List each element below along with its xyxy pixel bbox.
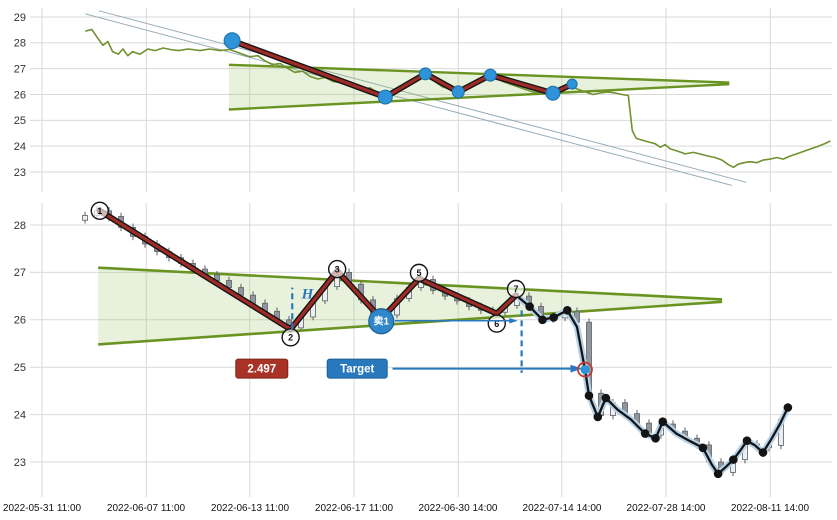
swing-dot — [783, 403, 793, 412]
annotations: H 2.497 Target — [235, 287, 593, 379]
x-axis-label: 2022-06-30 14:00 — [418, 503, 498, 514]
swing-dot — [593, 412, 603, 422]
pivot-dot — [545, 85, 561, 101]
pivot-dot — [566, 78, 578, 90]
svg-text:卖1: 卖1 — [373, 315, 389, 328]
swing-dot — [601, 393, 611, 403]
x-axis-label: 2022-07-28 14:00 — [626, 503, 706, 514]
x-axis-label: 2022-08-11 14:00 — [730, 503, 810, 514]
wave-marker-7: 7 — [506, 279, 526, 299]
x-axis-label: 2022-05-31 11:00 — [2, 503, 82, 514]
svg-text:2.497: 2.497 — [247, 364, 276, 376]
x-axis-label: 2022-06-17 11:00 — [314, 503, 394, 514]
y-tick-label: 27 — [14, 63, 26, 75]
pivot-dot — [483, 68, 497, 82]
swing-dot — [698, 443, 708, 453]
arrowhead-icon — [509, 317, 518, 324]
swing-dot — [584, 391, 594, 400]
x-axis-label: 2022-06-07 11:00 — [106, 503, 186, 514]
wave-marker-2: 2 — [281, 328, 300, 347]
y-tick-label: 26 — [14, 89, 26, 101]
y-tick-label: 28 — [14, 38, 26, 50]
height-value-box[interactable]: 2.497 — [235, 358, 289, 379]
swing-dot — [758, 448, 768, 457]
swing-dot — [651, 434, 660, 443]
y-tick-label: 27 — [14, 267, 26, 279]
target-hit-dot — [580, 365, 590, 375]
x-axis: 2022-05-31 11:00 2022-06-07 11:00 2022-0… — [0, 501, 837, 519]
y-tick-label: 25 — [14, 362, 26, 374]
swing-dot — [549, 313, 559, 322]
wedge-fill — [98, 267, 723, 345]
svg-text:7: 7 — [514, 284, 519, 294]
y-tick-label: 24 — [14, 409, 26, 421]
wave-marker-1: 1 — [90, 201, 109, 220]
pivot-dot — [418, 67, 432, 81]
wave-marker-3: 3 — [327, 259, 347, 279]
svg-text:6: 6 — [494, 319, 499, 329]
swing-dot — [729, 455, 738, 464]
y-tick-label: 24 — [14, 141, 26, 153]
swing-dot — [538, 315, 547, 325]
x-axis-label: 2022-06-13 11:00 — [210, 503, 290, 514]
swing-dot — [658, 417, 668, 427]
pivot-dot — [377, 89, 393, 105]
svg-text:2: 2 — [288, 333, 293, 343]
sell-signal-badge[interactable]: 卖1 — [368, 308, 395, 335]
wedge-lower-trendline — [228, 83, 730, 111]
overview-chart: 29 28 27 26 25 24 23 — [14, 8, 832, 192]
y-tick-label: 23 — [14, 457, 26, 469]
svg-text:1: 1 — [97, 206, 102, 216]
swing-dot — [713, 469, 723, 479]
swing-dot — [525, 302, 534, 311]
gridlines: 29 28 27 26 25 24 23 — [14, 8, 832, 192]
y-tick-label: 28 — [14, 220, 26, 232]
candle-body — [82, 215, 88, 221]
swing-dot — [563, 306, 572, 315]
wedge-lower-trendline — [98, 300, 723, 346]
y-tick-label: 23 — [14, 167, 26, 179]
x-axis-label: 2022-07-14 14:00 — [522, 503, 602, 514]
channel-line — [98, 10, 747, 183]
svg-text:3: 3 — [335, 264, 340, 274]
arrowhead-icon — [570, 364, 583, 373]
svg-text:5: 5 — [416, 268, 421, 278]
swing-dot — [742, 436, 752, 445]
svg-text:Target: Target — [340, 364, 374, 376]
target-box[interactable]: Target — [326, 358, 388, 379]
target-hit-ring — [577, 361, 593, 378]
pivot-dot — [223, 32, 241, 50]
wave-marker-5: 5 — [409, 263, 429, 283]
wedge-fill — [228, 64, 730, 110]
height-label: H — [301, 287, 315, 303]
y-tick-label: 25 — [14, 115, 26, 127]
y-tick-label: 29 — [14, 12, 26, 24]
y-tick-label: 26 — [14, 315, 26, 327]
pivot-dot — [451, 85, 465, 99]
wave-marker-6: 6 — [487, 314, 506, 333]
swing-dot — [640, 429, 650, 438]
